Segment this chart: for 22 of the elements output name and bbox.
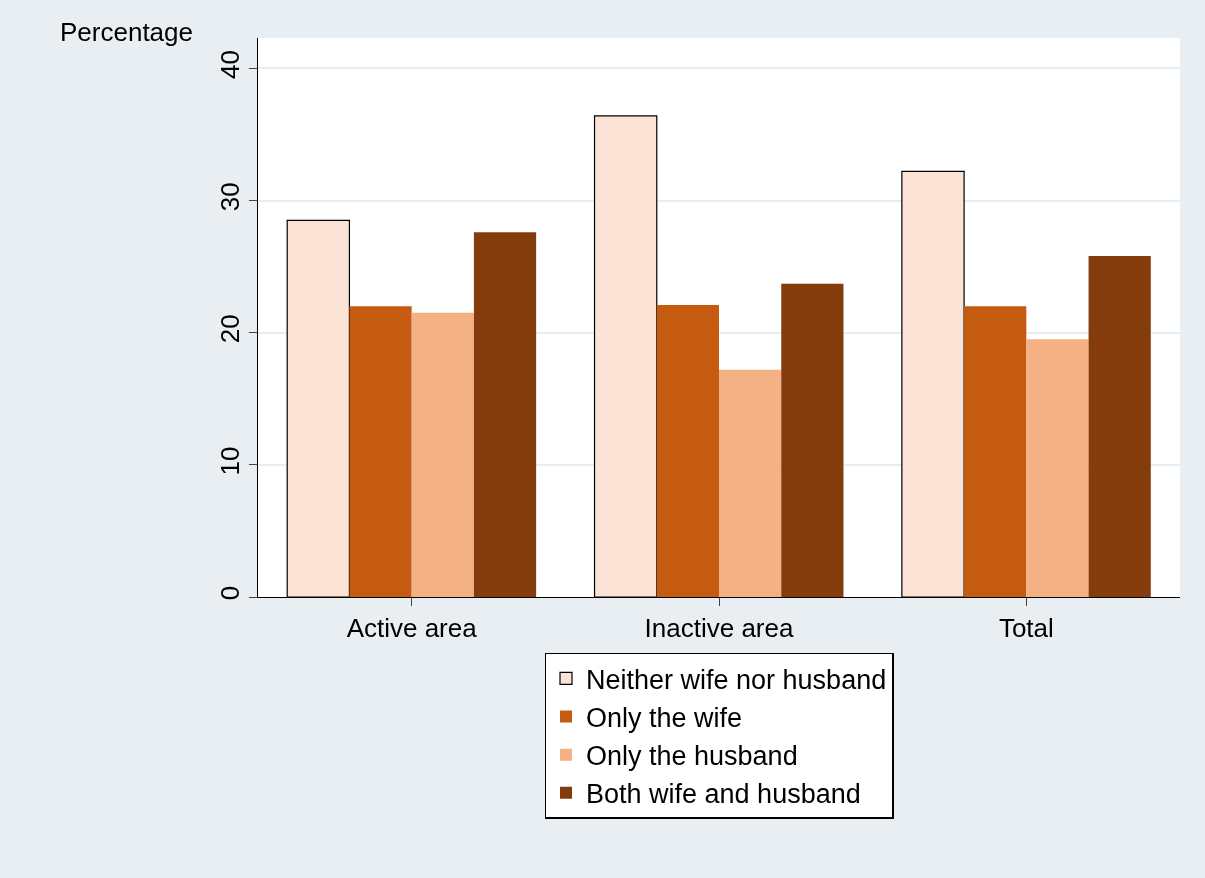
bar [473,232,537,597]
legend-label: Neither wife nor husband [586,664,887,695]
x-tick-label: Active area [346,613,478,644]
legend-label: Only the husband [586,741,798,772]
bar [411,312,474,597]
y-tick-label: 30 [214,182,245,212]
bar [1088,256,1151,597]
x-tick-label: Total [998,613,1054,644]
bar [781,283,844,597]
y-tick-label: 40 [214,50,245,79]
bar [719,369,782,597]
bar [656,304,719,597]
bar [349,306,412,597]
y-tick-label: 0 [214,585,245,601]
y-tick-label: 10 [214,446,245,476]
y-tick-label: 20 [214,314,245,344]
bar [1026,339,1089,597]
x-tick-label: Inactive area [644,613,794,644]
legend-label: Only the wife [586,703,743,734]
legend-label: Both wife and husband [586,779,861,810]
bar [964,306,1027,597]
y-axis-title: Percentage [60,17,193,47]
